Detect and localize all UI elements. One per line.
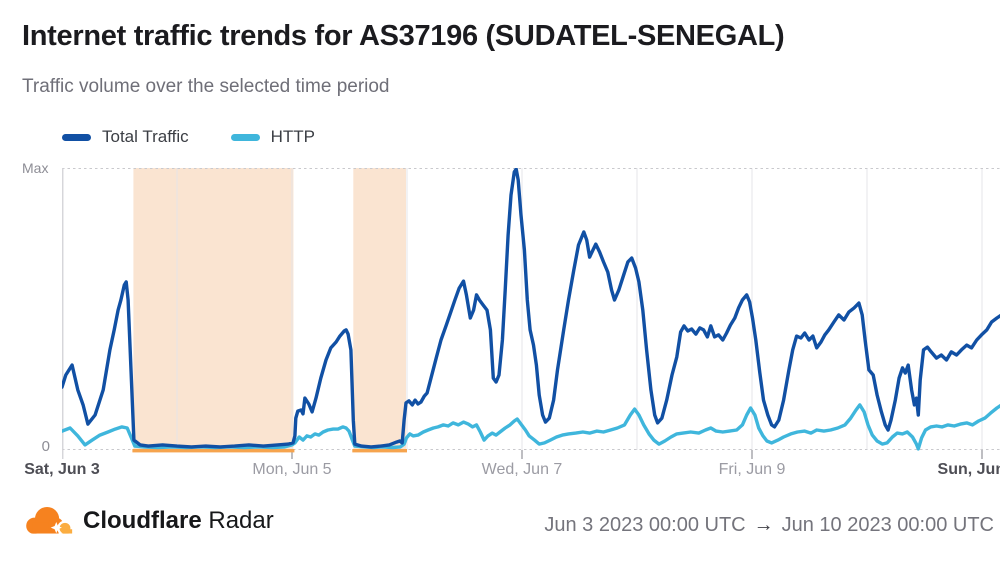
legend-label-http: HTTP bbox=[270, 127, 316, 146]
x-axis-label: Sun, Jun 11 bbox=[937, 461, 1000, 478]
legend-item-total-traffic[interactable]: Total Traffic bbox=[62, 127, 189, 147]
http-swatch-icon bbox=[230, 133, 260, 141]
cloudflare-logo-icon bbox=[26, 506, 73, 534]
date-range-start: Jun 3 2023 00:00 UTC bbox=[544, 514, 746, 536]
x-axis-label: Wed, Jun 7 bbox=[481, 461, 563, 478]
traffic-line-chart[interactable] bbox=[62, 168, 1000, 462]
brand-radar: Radar bbox=[208, 507, 274, 534]
x-axis-label: Sat, Jun 3 bbox=[24, 461, 100, 478]
legend-item-http[interactable]: HTTP bbox=[230, 127, 316, 147]
arrow-right-icon: → bbox=[753, 514, 774, 536]
x-axis-label: Mon, Jun 5 bbox=[252, 461, 332, 478]
cloudflare-radar-brand[interactable]: Cloudflare Radar bbox=[25, 505, 274, 537]
y-axis-zero-label: 0 bbox=[41, 438, 50, 455]
y-axis-max-label: Max bbox=[22, 160, 49, 176]
total-traffic-swatch-icon bbox=[62, 133, 91, 141]
brand-text: Cloudflare Radar bbox=[83, 507, 274, 535]
date-range: Jun 3 2023 00:00 UTC → Jun 10 2023 00:00 U… bbox=[544, 514, 994, 537]
legend-label-total-traffic: Total Traffic bbox=[102, 127, 189, 146]
page-subtitle: Traffic volume over the selected time pe… bbox=[22, 76, 390, 97]
page-title: Internet traffic trends for AS37196 (SUD… bbox=[22, 20, 785, 52]
brand-cloudflare: Cloudflare bbox=[83, 507, 202, 534]
chart-legend: Total Traffic HTTP bbox=[62, 127, 315, 147]
x-axis-label: Fri, Jun 9 bbox=[718, 461, 786, 478]
date-range-end: Jun 10 2023 00:00 UTC bbox=[781, 514, 994, 536]
footer: Cloudflare Radar Jun 3 2023 00:00 UTC → Ju… bbox=[0, 500, 1000, 546]
